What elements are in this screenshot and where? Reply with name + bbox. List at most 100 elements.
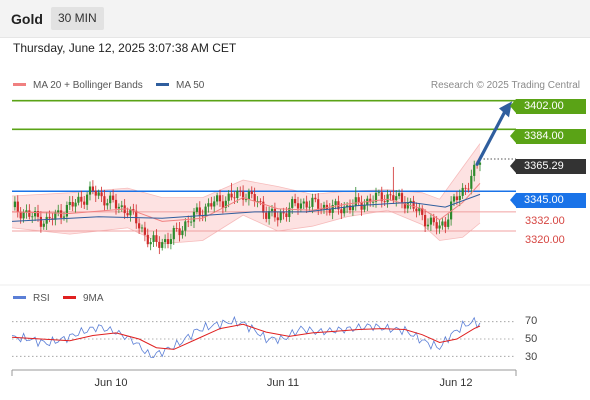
candle-body — [351, 205, 354, 211]
candle-body — [192, 211, 196, 222]
candle-body — [88, 186, 92, 195]
support-2-value: 3320.00 — [525, 234, 565, 246]
candle-body — [28, 210, 31, 217]
rsi-tick-30: 30 — [525, 351, 538, 363]
asset-name: Gold — [11, 11, 43, 27]
candle-body — [36, 211, 40, 217]
candle-body — [343, 206, 346, 214]
candle-body — [155, 235, 158, 242]
legend-9ma: 9MA — [63, 293, 104, 305]
pivot-value: 3345.00 — [524, 194, 564, 206]
candle-body — [210, 203, 213, 207]
candle-body — [166, 239, 170, 244]
candle-body — [71, 202, 74, 207]
candle-body — [259, 201, 262, 202]
candle-body — [426, 224, 430, 227]
candle-body — [190, 221, 193, 223]
header-bar: Gold 30 MIN — [0, 0, 590, 38]
ma50-line — [11, 193, 481, 222]
candle-body — [473, 164, 476, 176]
candle-body — [262, 201, 265, 213]
legend-9ma-label: 9MA — [83, 293, 104, 304]
candle-body — [62, 216, 66, 218]
resistance-2-tag: 3402.00 — [510, 99, 586, 114]
timeframe-button[interactable]: 30 MIN — [51, 7, 104, 30]
candle-body — [91, 186, 94, 191]
candle-body — [441, 221, 444, 226]
candle-body — [320, 209, 323, 210]
candle-body — [164, 239, 167, 243]
candle-body — [447, 219, 450, 227]
legend-ma20: MA 20 + Bollinger Bands — [13, 80, 143, 92]
legend-rsi: RSI — [13, 293, 50, 305]
resistance-1-tag: 3384.00 — [510, 129, 586, 144]
legend-ma50-label: MA 50 — [176, 80, 205, 91]
candle-body — [126, 213, 129, 216]
candle-body — [146, 234, 149, 245]
candle-body — [138, 223, 141, 229]
chart-datetime: Thursday, June 12, 2025 3:07:38 AM CET — [13, 41, 237, 55]
candle-body — [435, 222, 438, 229]
candle-body — [450, 201, 453, 220]
candle-body — [438, 225, 441, 229]
candle-body — [94, 190, 97, 196]
rsi-9ma-line — [11, 323, 481, 350]
candle-body — [467, 188, 470, 190]
last-price-tag: 3365.29 — [510, 159, 586, 174]
candle-body — [340, 209, 343, 214]
candle-body — [403, 202, 406, 209]
candle-body — [302, 201, 305, 204]
candle-body — [377, 192, 380, 194]
candle-body — [152, 235, 155, 242]
candle-body — [398, 193, 401, 197]
candle-body — [16, 201, 19, 212]
candle-body — [250, 191, 253, 194]
candle-body — [244, 199, 248, 201]
rsi-line — [11, 315, 481, 359]
candle-body — [149, 242, 152, 245]
candle-body — [103, 196, 106, 206]
candle-body — [406, 203, 409, 209]
candle-body — [187, 221, 190, 223]
candle-body — [239, 190, 242, 192]
candle-body — [314, 197, 317, 200]
candle-body — [412, 200, 415, 209]
candle-body — [77, 196, 80, 203]
resistance-2-value: 3402.00 — [524, 100, 564, 112]
candle-body — [464, 187, 467, 189]
candle-body — [444, 221, 447, 227]
candle-body — [178, 228, 181, 236]
candle-body — [48, 216, 51, 219]
candle-body — [112, 195, 115, 200]
candle-body — [354, 197, 357, 206]
rsi-tick-70: 70 — [525, 315, 538, 327]
candle-body — [369, 198, 372, 203]
candle-body — [452, 196, 456, 202]
candle-body — [175, 228, 178, 229]
pivot-tag: 3345.00 — [510, 193, 586, 208]
candle-body — [106, 203, 109, 206]
resistance-1-value: 3384.00 — [524, 130, 564, 142]
candle-body — [109, 195, 112, 204]
candle-body — [392, 195, 395, 201]
candle-body — [279, 212, 282, 221]
candle-body — [299, 203, 302, 209]
legend-ma50: MA 50 — [156, 80, 204, 92]
candle-body — [158, 242, 161, 248]
candle-body — [395, 196, 398, 201]
candle-body — [380, 192, 383, 202]
candle-body — [334, 201, 337, 205]
candle-body — [120, 205, 123, 207]
candle-body — [195, 207, 198, 212]
x-label-jun11: Jun 11 — [266, 377, 300, 389]
projection-arrow-head — [499, 101, 512, 118]
candle-body — [400, 193, 404, 203]
candle-body — [54, 212, 57, 220]
candle-body — [74, 202, 77, 207]
candle-body — [478, 162, 482, 165]
ma50-swatch — [156, 82, 169, 86]
candle-body — [247, 191, 250, 200]
projection-arrow-shaft — [475, 109, 507, 166]
candle-body — [424, 215, 427, 227]
